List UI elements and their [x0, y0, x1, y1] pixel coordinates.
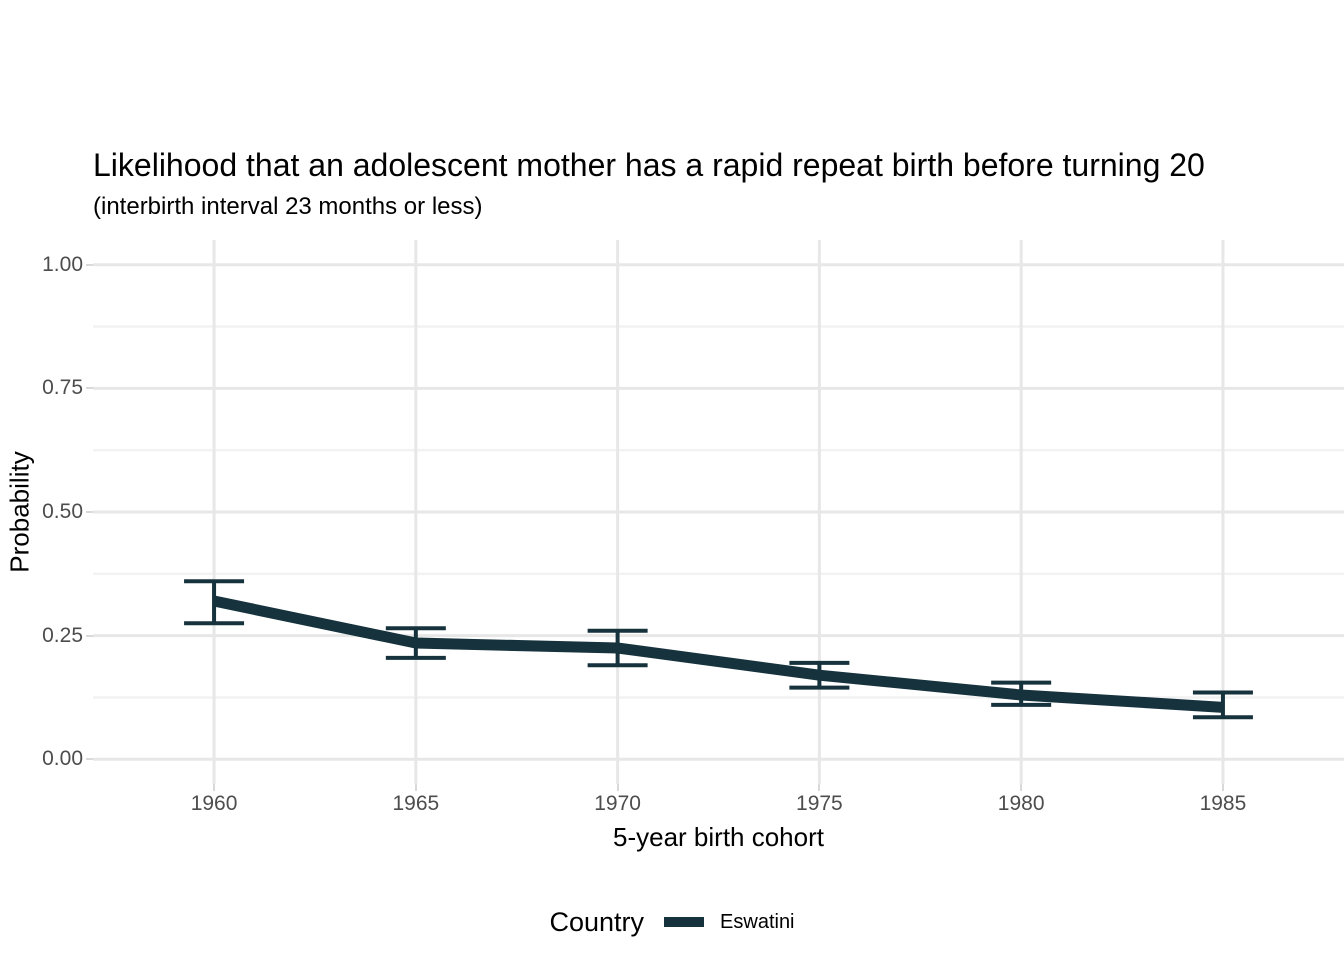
legend-title: Country — [549, 906, 645, 937]
y-axis-tick — [86, 263, 93, 266]
y-axis-tick — [86, 387, 93, 390]
x-axis-title: 5-year birth cohort — [613, 822, 824, 852]
x-axis-tick — [1020, 784, 1023, 791]
x-axis-tick — [414, 784, 417, 791]
x-tick-label: 1960 — [190, 792, 238, 815]
legend-label: Eswatini — [720, 910, 795, 933]
x-axis-tick — [1221, 784, 1224, 791]
y-axis-tick — [86, 511, 93, 513]
y-tick-label: 0.75 — [42, 376, 83, 400]
series-line-eswatini — [212, 595, 1224, 713]
x-axis-tick — [616, 784, 619, 791]
x-tick-label: 1965 — [392, 792, 440, 815]
y-axis-tick — [86, 634, 93, 637]
legend: Country Eswatini — [0, 903, 1344, 941]
x-axis-tick — [213, 784, 216, 791]
plot-panel — [93, 240, 1344, 784]
chart-subtitle: (interbirth interval 23 months or less) — [93, 193, 483, 220]
y-tick-label: 1.00 — [42, 252, 83, 276]
chart-title: Likelihood that an adolescent mother has… — [93, 147, 1205, 183]
y-tick-label: 0.25 — [42, 623, 83, 647]
y-tick-label: 0.00 — [42, 747, 83, 771]
y-axis-tick — [86, 758, 93, 761]
x-tick-label: 1980 — [997, 792, 1045, 815]
x-axis-tick — [818, 784, 821, 791]
x-tick-label: 1985 — [1199, 792, 1247, 815]
x-tick-label: 1970 — [594, 792, 641, 815]
y-tick-label: 0.50 — [42, 500, 83, 523]
x-tick-label: 1975 — [796, 792, 843, 815]
legend-key-line — [664, 917, 705, 927]
